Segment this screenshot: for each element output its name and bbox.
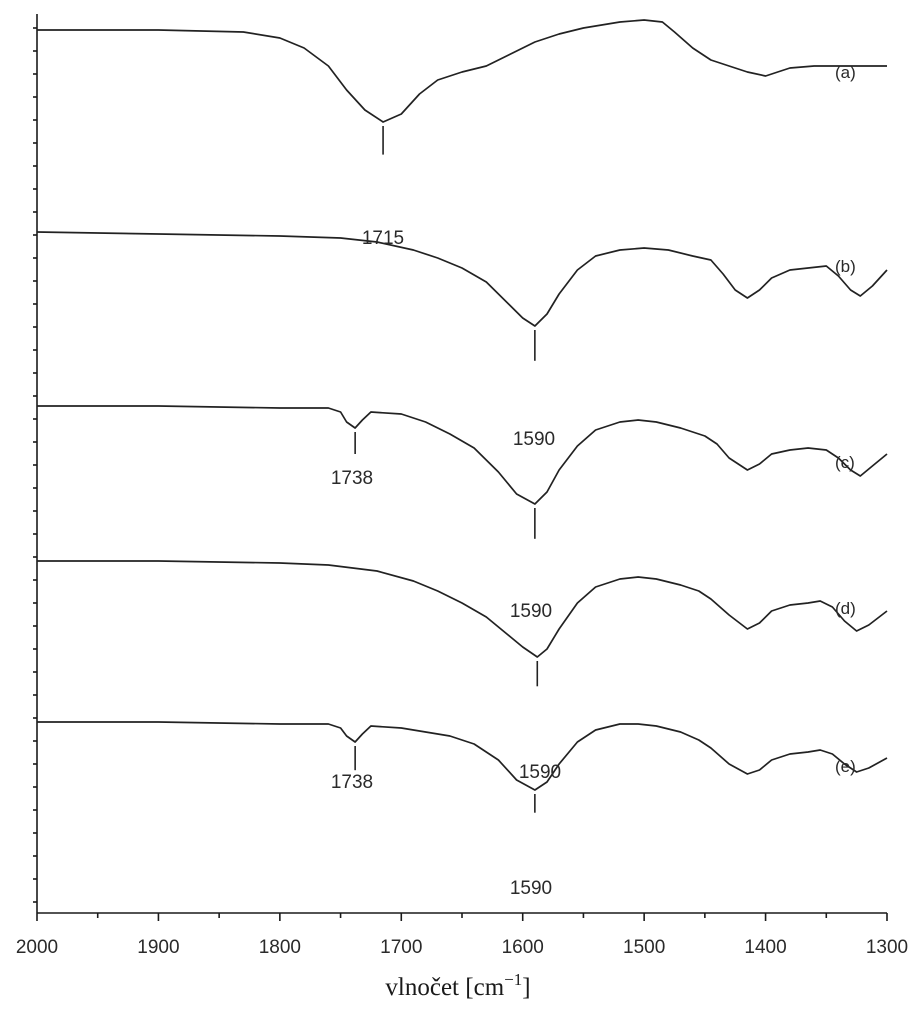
x-tick-label: 1600 bbox=[502, 937, 544, 958]
x-axis-unit: cm bbox=[474, 974, 505, 1001]
spectrum-line-b bbox=[36, 231, 888, 327]
spectrum-label-d: (d) bbox=[835, 599, 856, 618]
x-axis-unit-open: [ bbox=[459, 974, 474, 1001]
peak-label: 1590 bbox=[519, 762, 561, 783]
spectra: (a) (b) (c) (d) (e) bbox=[36, 19, 888, 791]
spectrum-label-b: (b) bbox=[835, 257, 856, 276]
x-tick-label: 1900 bbox=[137, 937, 179, 958]
x-tick-label: 1500 bbox=[623, 937, 665, 958]
x-tick-label: 1300 bbox=[866, 937, 908, 958]
peak-label: 1590 bbox=[510, 601, 552, 622]
peak-label: 1738 bbox=[331, 772, 373, 793]
spectrum-line-c bbox=[37, 405, 888, 505]
x-axis-title: vlnočet [cm−1] bbox=[385, 970, 530, 1001]
x-axis-unit-exponent: −1 bbox=[504, 970, 522, 989]
x-axis-title-text: vlnočet bbox=[385, 974, 459, 1001]
peak-label: 1715 bbox=[362, 228, 404, 249]
spectrum-line-d bbox=[37, 560, 888, 658]
spectrum-label-c: (c) bbox=[835, 453, 855, 472]
peak-label: 1590 bbox=[513, 429, 555, 450]
spectrum-label-e: (e) bbox=[835, 757, 856, 776]
peak-label: 1738 bbox=[331, 468, 373, 489]
x-tick-label: 1800 bbox=[259, 937, 301, 958]
x-axis-unit-close: ] bbox=[522, 974, 530, 1001]
x-tick-label: 2000 bbox=[16, 937, 58, 958]
peak-annotations: 1715 1590 1738 1590 1590 1738 1590 bbox=[331, 126, 561, 899]
x-axis-ticks bbox=[36, 913, 888, 921]
spectrum-line-e bbox=[37, 721, 888, 791]
spectrum-label-a: (a) bbox=[835, 63, 856, 82]
y-axis-ticks bbox=[33, 27, 37, 903]
peak-label: 1590 bbox=[510, 878, 552, 899]
x-axis-tick-labels: 2000 1900 1800 1700 1600 1500 1400 1300 bbox=[16, 937, 908, 958]
x-tick-label: 1700 bbox=[380, 937, 422, 958]
x-tick-label: 1400 bbox=[744, 937, 786, 958]
spectrum-line-a bbox=[37, 19, 887, 123]
